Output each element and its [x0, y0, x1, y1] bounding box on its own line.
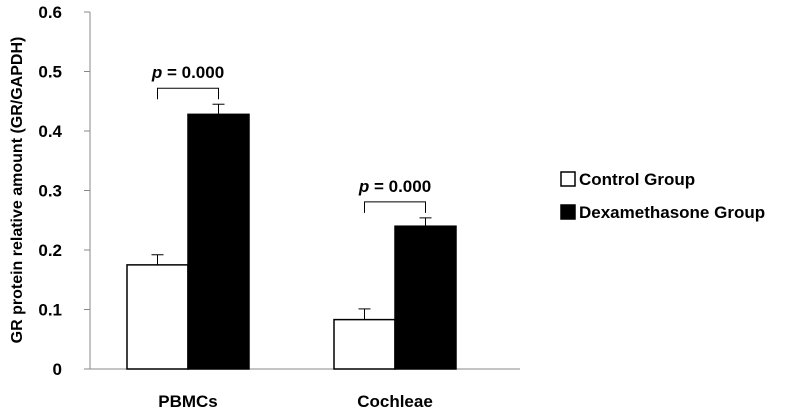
y-tick-label: 0.3: [38, 182, 62, 201]
y-tick-label: 0.2: [38, 241, 62, 260]
bar: [394, 225, 457, 370]
category-label: Cochleae: [357, 392, 433, 411]
y-tick-label: 0.6: [38, 3, 62, 22]
bar: [333, 318, 396, 370]
bar: [187, 113, 250, 370]
legend-label: Control Group: [579, 170, 695, 189]
bars: PBMCs Cochleae: [126, 103, 457, 411]
bar: [126, 264, 189, 370]
y-tick-label: 0.5: [38, 63, 62, 82]
y-tick-label: 0.4: [38, 122, 62, 141]
p-value-text: = 0.000: [162, 63, 224, 82]
y-tick-label: 0.1: [38, 301, 62, 320]
legend-swatch: [560, 204, 576, 220]
legend-label: Dexamethasone Group: [579, 203, 765, 222]
legend-swatch: [560, 171, 576, 187]
significance-bracket: [364, 201, 426, 213]
p-value-text: = 0.000: [369, 177, 431, 196]
p-value-label: p = 0.000: [358, 177, 431, 196]
p-symbol: p: [151, 63, 162, 82]
legend: Control Group Dexamethasone Group: [560, 170, 765, 222]
significance-bracket: [157, 87, 219, 100]
p-value-label: p = 0.000: [151, 63, 224, 82]
category-label: PBMCs: [158, 392, 218, 411]
y-tick-label: 0: [53, 360, 62, 379]
axes: 0 0.1 0.2 0.3 0.4 0.5 0.6: [38, 3, 520, 379]
p-symbol: p: [358, 177, 369, 196]
y-axis-label: GR protein relative amount (GR/GAPDH): [9, 37, 26, 344]
